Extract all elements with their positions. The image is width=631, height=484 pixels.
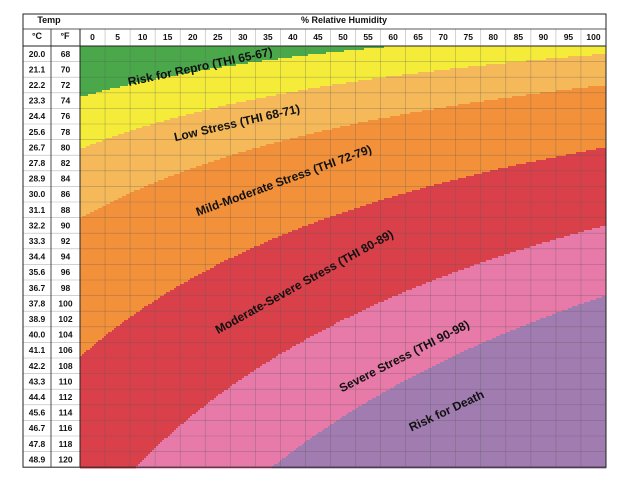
zones-layer — [23, 46, 607, 469]
